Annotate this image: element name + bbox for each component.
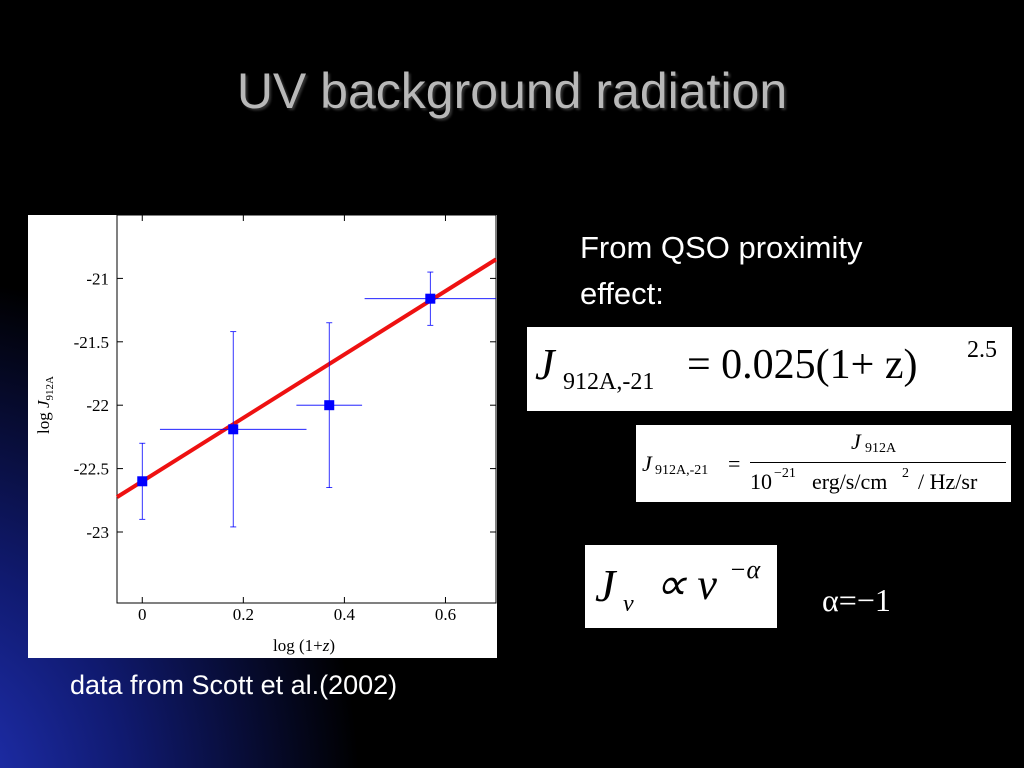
eq-var: J xyxy=(642,451,652,476)
eq-sup: −α xyxy=(729,555,761,584)
eq-num-var: J xyxy=(851,429,861,454)
y-axis-label: log J912A xyxy=(34,376,56,434)
equation-box: J ν ∝ ν −α xyxy=(585,545,777,628)
fraction-bar xyxy=(750,462,1006,463)
eq-den-unit: erg/s/cm xyxy=(812,469,888,494)
eq-den: 10 xyxy=(750,469,772,494)
eq-sign: = xyxy=(728,451,741,476)
y-tick-label: -22.5 xyxy=(74,460,109,479)
eq-den-rest: / Hz/sr xyxy=(918,469,978,494)
point xyxy=(425,293,436,304)
eq-num-sub: 912A xyxy=(865,441,897,456)
equation-box: J 912A,-21 = 0.025(1+ z) 2.5 xyxy=(527,327,1012,411)
chart-background xyxy=(28,215,497,658)
eq-sub: ν xyxy=(623,591,634,617)
intro-line: effect: xyxy=(580,276,664,311)
y-tick-label: -21.5 xyxy=(74,333,109,352)
point xyxy=(228,424,239,435)
alpha-text: α=−1 xyxy=(822,582,891,618)
equation-box: J 912A,-21 = J 912A 10 −21 erg/s/cm 2 / … xyxy=(636,425,1011,502)
caption: data from Scott et al.(2002) xyxy=(70,670,398,700)
eq-sup: 2.5 xyxy=(967,337,997,363)
eq-den-sup: −21 xyxy=(774,466,796,481)
y-tick-label: -23 xyxy=(86,523,109,542)
plot-frame xyxy=(116,214,497,604)
eq-body: = 0.025(1+ z) xyxy=(687,342,918,388)
y-tick-label: -22 xyxy=(86,396,109,415)
eq-var: J xyxy=(535,340,555,389)
x-tick-label: 0 xyxy=(138,605,147,624)
eq-sub: 912A,-21 xyxy=(655,463,709,478)
x-tick-label: 0.4 xyxy=(334,605,356,624)
slide-title: UV background radiation xyxy=(236,63,788,119)
intro-line: From QSO proximity xyxy=(580,230,863,265)
point xyxy=(324,400,335,411)
eq-body: ∝ ν xyxy=(655,560,717,609)
x-tick-label: 0.6 xyxy=(435,605,456,624)
y-tick-label: -21 xyxy=(86,269,109,288)
x-axis-label: log (1+z) xyxy=(273,636,335,655)
intro-text: From QSO proximity effect: xyxy=(580,225,862,317)
eq-var: J xyxy=(595,560,616,611)
x-tick-label: 0.2 xyxy=(233,605,254,624)
point xyxy=(137,476,148,487)
eq-den-sup: 2 xyxy=(902,466,909,481)
chart: log (1+z) log J912A 0 0.2 0.4 0.6 -21 -21.5 -2… xyxy=(28,214,498,658)
eq-sub: 912A,-21 xyxy=(563,369,655,395)
